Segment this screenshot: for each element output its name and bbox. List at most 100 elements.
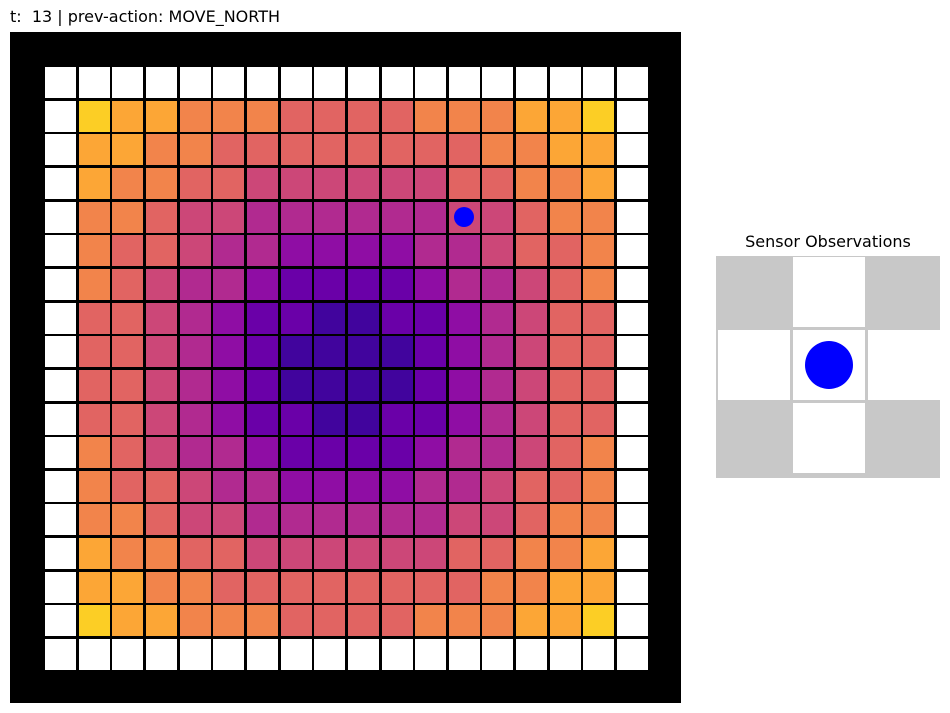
grid-cell (280, 336, 312, 368)
grid-cell (516, 302, 548, 334)
grid-cell (112, 302, 144, 334)
grid-cell (179, 235, 211, 267)
grid-cell (112, 538, 144, 570)
grid-cell (347, 167, 379, 199)
grid-cell (145, 403, 177, 435)
grid-cell (78, 134, 110, 166)
grid-cell (516, 268, 548, 300)
grid-cell (482, 470, 514, 502)
grid-cell (78, 639, 110, 671)
grid-cell (381, 437, 413, 469)
grid-cell (45, 639, 76, 671)
grid-cell (617, 201, 649, 233)
grid-cell (78, 100, 110, 132)
grid-cell (549, 67, 581, 98)
grid-cell (448, 235, 480, 267)
grid-cell (78, 470, 110, 502)
grid-cell (381, 369, 413, 401)
grid-cell (145, 639, 177, 671)
grid-cell (347, 201, 379, 233)
grid-cell (280, 571, 312, 603)
grid-cell (45, 67, 76, 98)
grid-cell (482, 336, 514, 368)
grid-cell (145, 504, 177, 536)
grid-cell (280, 167, 312, 199)
grid-cell (617, 67, 649, 98)
grid-cell (78, 437, 110, 469)
grid-cell (583, 437, 615, 469)
grid-cell (45, 167, 76, 199)
grid-cell (213, 369, 245, 401)
grid-cell (516, 403, 548, 435)
grid-cell (314, 235, 346, 267)
grid-cell (314, 437, 346, 469)
grid-cell (347, 504, 379, 536)
grid-cell (280, 437, 312, 469)
grid-cell (549, 302, 581, 334)
grid-cell (78, 571, 110, 603)
grid-cell (617, 538, 649, 570)
grid-cell (145, 302, 177, 334)
grid-cell (246, 639, 278, 671)
grid-cell (583, 639, 615, 671)
grid-cell (347, 134, 379, 166)
grid-cell (45, 504, 76, 536)
grid-cell (583, 67, 615, 98)
sensor-cell-free (718, 330, 790, 400)
grid-cell (415, 639, 447, 671)
grid-cell (516, 437, 548, 469)
grid-cell (347, 403, 379, 435)
grid-cell (179, 605, 211, 637)
grid-cell (145, 167, 177, 199)
grid-cell (280, 302, 312, 334)
grid-cell (549, 470, 581, 502)
grid-cell (213, 235, 245, 267)
grid-cell (145, 437, 177, 469)
grid-cell (112, 201, 144, 233)
grid-cell (45, 369, 76, 401)
grid-cell (280, 369, 312, 401)
grid-cell (482, 100, 514, 132)
grid-cell (45, 403, 76, 435)
sensor-title: Sensor Observations (745, 232, 911, 251)
grid-cell (617, 100, 649, 132)
grid-cell (516, 201, 548, 233)
grid-cell (347, 302, 379, 334)
grid-cell (280, 67, 312, 98)
grid-cell (448, 605, 480, 637)
grid-cell (45, 302, 76, 334)
grid-cell (280, 201, 312, 233)
grid-cell (179, 639, 211, 671)
grid-cell (448, 302, 480, 334)
grid-cell (45, 571, 76, 603)
grid-cell (347, 437, 379, 469)
grid-cell (45, 336, 76, 368)
grid-cell (45, 201, 76, 233)
grid-cell (482, 67, 514, 98)
grid-cell (314, 201, 346, 233)
grid-cell (145, 470, 177, 502)
grid-cell (381, 67, 413, 98)
grid-cell (179, 268, 211, 300)
grid-cell (583, 336, 615, 368)
grid-cell (617, 639, 649, 671)
sensor-observation-grid (716, 256, 940, 478)
grid-cell (78, 504, 110, 536)
grid-cell (179, 369, 211, 401)
grid-cell (516, 167, 548, 199)
grid-cell (617, 302, 649, 334)
grid-cell (213, 67, 245, 98)
grid-cell (145, 538, 177, 570)
grid-cell (415, 100, 447, 132)
grid-cell (179, 437, 211, 469)
grid-cell (347, 235, 379, 267)
grid-cell (516, 470, 548, 502)
sensor-cell-unknown (868, 257, 940, 327)
grid-cell (179, 336, 211, 368)
grid-cell (78, 403, 110, 435)
grid-cell (179, 504, 211, 536)
grid-cell (617, 571, 649, 603)
grid-cell (617, 336, 649, 368)
grid-cell (516, 369, 548, 401)
grid-cell (516, 538, 548, 570)
